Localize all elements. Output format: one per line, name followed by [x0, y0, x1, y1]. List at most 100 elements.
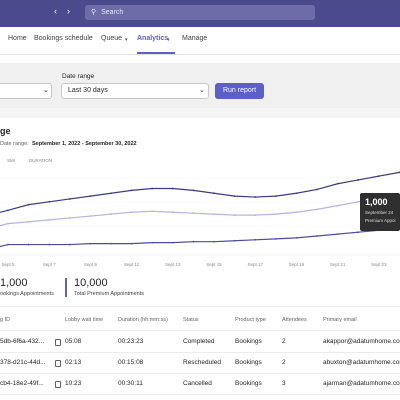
data-point [336, 233, 339, 235]
data-point [377, 175, 380, 178]
table-cell: Cancelled [183, 380, 212, 387]
table-cell: Bookings [235, 359, 262, 366]
data-point [68, 217, 71, 219]
table-cell: abuxton@adatumhome.com [323, 359, 400, 366]
x-tick-label: Sept 5 [1, 262, 15, 267]
data-point [274, 195, 277, 197]
data-point [151, 187, 154, 190]
data-point [171, 211, 174, 214]
chevron: ⌄ [43, 87, 49, 94]
data-point [233, 195, 236, 197]
data-point [151, 241, 154, 244]
table-cell: Bookings [235, 380, 262, 387]
data-point [316, 235, 318, 237]
data-point [254, 196, 257, 198]
data-point [233, 214, 236, 216]
date-range-dropdown[interactable]: Last 30 days ⌄ [61, 83, 209, 99]
tab-bar [0, 27, 400, 55]
chart-tab[interactable]: DURATION [29, 158, 53, 163]
x-tick-label: Sept 21 [330, 262, 346, 267]
title-bar: ‹ › ⚲ Search [0, 0, 400, 27]
forward-button[interactable]: › [67, 6, 70, 16]
row-line [0, 394, 400, 395]
back-button[interactable]: ‹ [54, 6, 57, 16]
table-cell: Rescheduled [183, 359, 221, 366]
search-box[interactable]: ⚲ Search [85, 5, 315, 20]
tab[interactable]: Manage [182, 35, 208, 42]
x-tick-label: Sept 15 [206, 262, 222, 267]
data-point [336, 204, 339, 207]
x-tick-label: Sept 23 [371, 262, 387, 267]
search-icon: ⚲ [91, 9, 97, 16]
data-point [68, 243, 71, 246]
data-point [27, 220, 30, 223]
table-cell: 00:15:08 [118, 359, 144, 366]
tab[interactable]: Bookings schedule [34, 35, 93, 42]
column-header: Primary email [323, 317, 357, 323]
run-report-button[interactable]: Run report [215, 83, 264, 99]
stat-label: ookings Appointments [0, 291, 54, 297]
data-point [295, 192, 298, 195]
chevron: ⌄ [199, 87, 205, 94]
divider [0, 306, 400, 307]
table-cell: 2 [282, 359, 286, 366]
data-point [48, 243, 51, 246]
data-point [48, 218, 51, 221]
x-tick-label: Sept 9 [84, 262, 98, 267]
table-cell: 378-d21c-44d... [0, 359, 46, 366]
data-point [295, 211, 298, 214]
column-header: Product type [235, 317, 266, 323]
data-point [89, 195, 92, 197]
data-point [192, 212, 195, 215]
tooltip-series: Premium Appoi [365, 218, 396, 223]
chart-tab[interactable]: SMI [7, 158, 16, 163]
data-point [110, 213, 112, 216]
data-point [316, 188, 318, 191]
tooltip: 1,000 September 24 Premium Appoi [360, 193, 400, 231]
data-point [110, 242, 112, 245]
row-line [0, 373, 400, 374]
row-line [0, 352, 400, 353]
data-point [171, 187, 174, 190]
data-point [130, 189, 133, 192]
data-point [7, 222, 9, 225]
column-header: Attendees [282, 317, 307, 323]
data-point [274, 237, 277, 240]
table-cell: 3 [282, 380, 286, 387]
table-cell: ajarman@adatumhome.com [323, 380, 400, 387]
tab[interactable]: Analytics [137, 35, 169, 42]
table-cell: akappor@adatumhome.com [323, 338, 400, 345]
tooltip-date: September 24 [365, 210, 394, 215]
data-point [171, 241, 174, 244]
series-line [0, 227, 400, 248]
usage-chart: Sept 5 Sept 7 Sept 9 Sept 11 Sept 13 Sept 15 S… [0, 171, 400, 267]
data-point [68, 198, 71, 200]
date-range-label: Date range [62, 73, 95, 80]
tooltip-value: 1,000 [365, 197, 388, 207]
stat-label: Total Premium Appointments [74, 291, 145, 297]
data-point [357, 200, 360, 203]
table-cell: 02:13 [65, 359, 82, 366]
dropdown-caret: ▾ [167, 37, 170, 43]
filter-dropdown[interactable]: ⌄ [0, 83, 52, 99]
data-point [233, 239, 236, 242]
tab[interactable]: Home [8, 35, 27, 42]
data-point [130, 211, 133, 214]
data-point [254, 214, 257, 216]
column-header: g ID [0, 317, 11, 323]
table-cell: 00:30:11 [118, 380, 143, 387]
data-point [27, 243, 30, 246]
x-tick-label: Sept 19 [289, 262, 305, 267]
data-point [48, 200, 51, 203]
data-point [213, 192, 215, 195]
x-tick-label: Sept 13 [165, 262, 181, 267]
report-title: ge [0, 126, 11, 136]
table-cell: 10:23 [65, 380, 82, 387]
stat-value: 10,000 [74, 277, 108, 289]
tab[interactable]: Queue [101, 35, 123, 42]
data-point [213, 240, 215, 243]
copy-icon [55, 339, 61, 346]
search-placeholder: Search [101, 9, 124, 16]
copy-icon [55, 381, 61, 388]
report-date-range-label: Date range: [0, 141, 29, 147]
